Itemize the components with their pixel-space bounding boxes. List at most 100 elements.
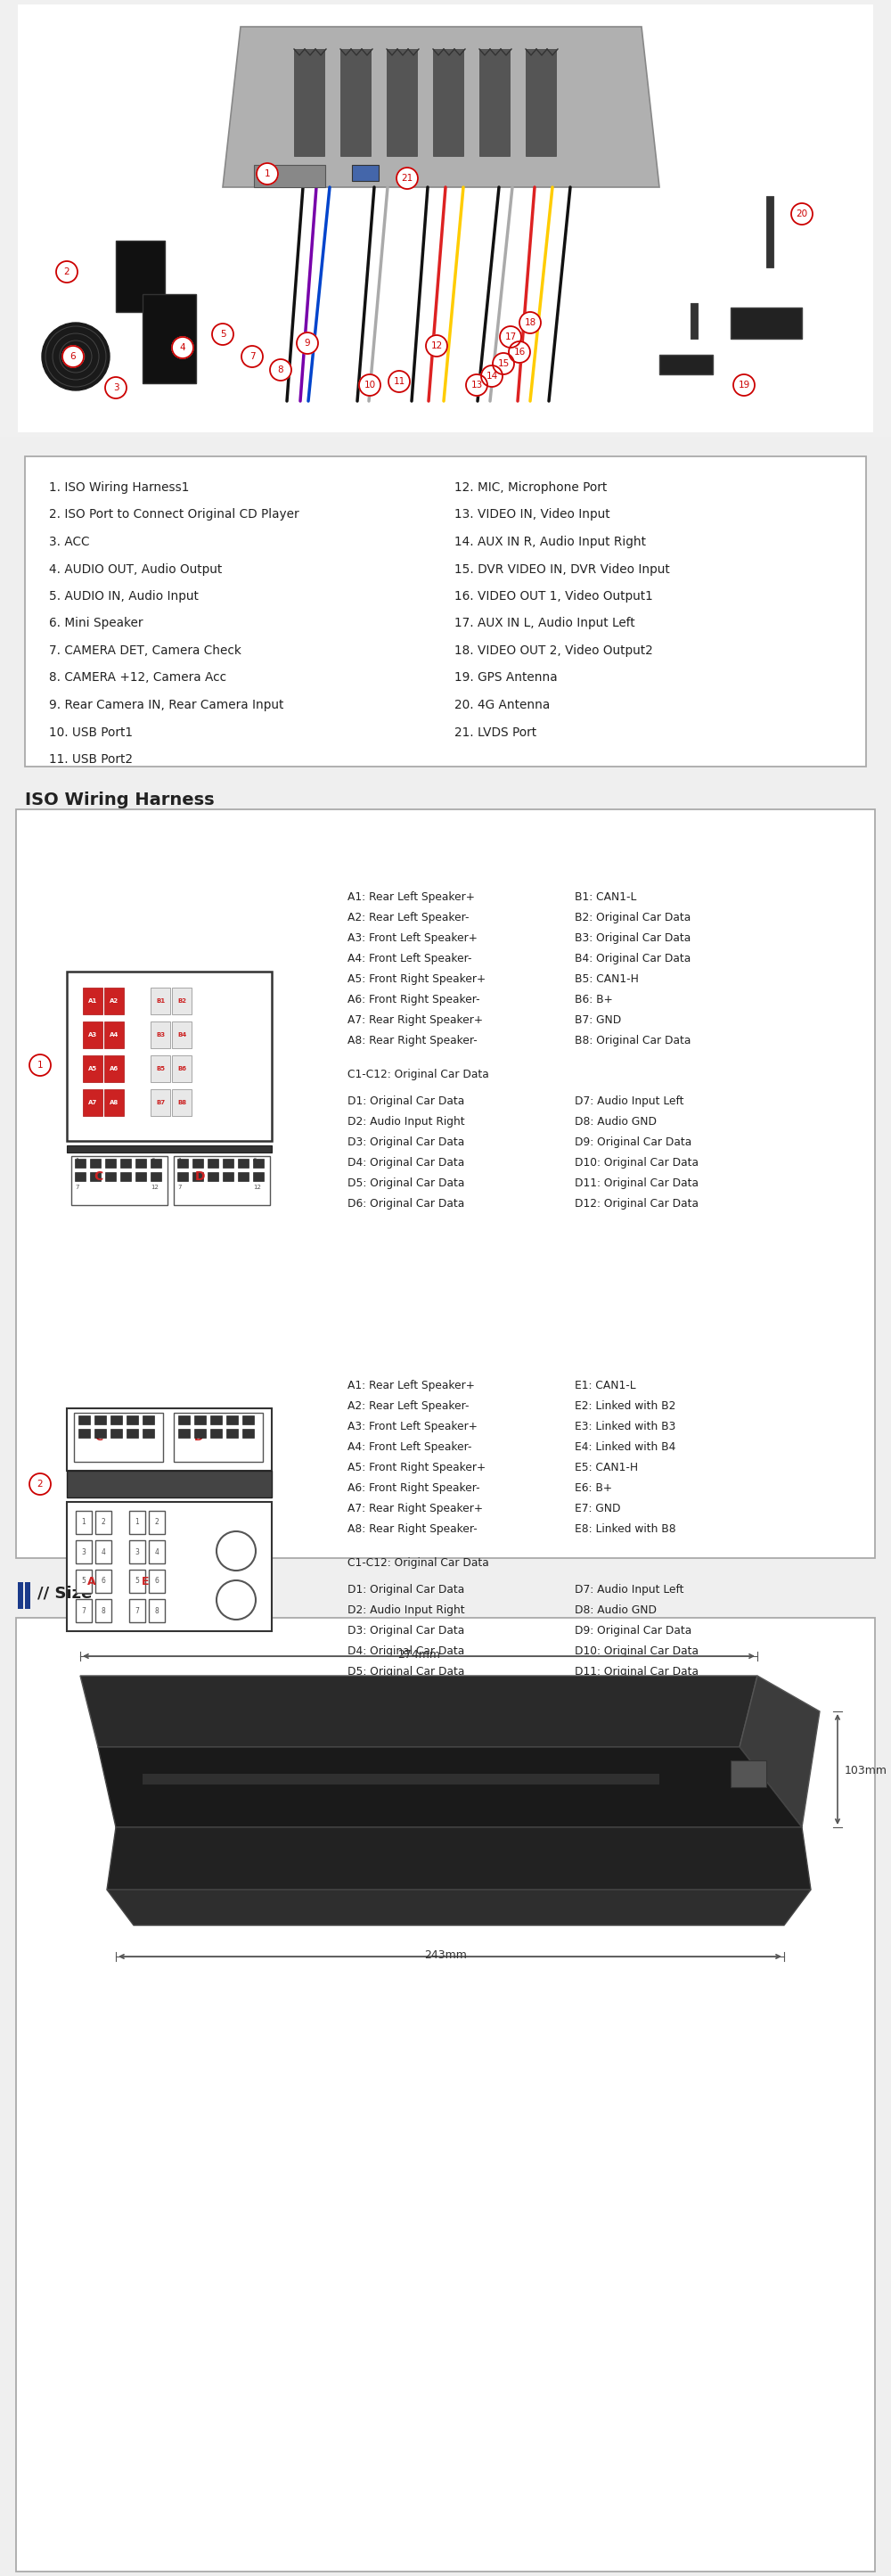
Circle shape — [359, 374, 380, 397]
Bar — [177, 1172, 188, 1180]
Bar — [67, 971, 272, 1141]
Bar — [194, 1430, 206, 1437]
Bar — [104, 1056, 124, 1082]
Bar — [75, 1159, 86, 1167]
Text: A4: A4 — [110, 1033, 119, 1038]
Text: 5: 5 — [220, 330, 225, 337]
Bar — [178, 1414, 190, 1425]
Bar — [95, 1540, 111, 1564]
Text: B7: B7 — [156, 1100, 165, 1105]
Bar — [177, 1159, 188, 1167]
Circle shape — [105, 376, 127, 399]
Text: 2: 2 — [155, 1517, 159, 1528]
Bar — [253, 1172, 264, 1180]
Circle shape — [791, 204, 813, 224]
Bar — [67, 1471, 272, 1497]
Text: E6: B+: E6: B+ — [575, 1481, 612, 1494]
Bar — [238, 1159, 249, 1167]
Polygon shape — [740, 1677, 820, 1826]
Text: 19. GPS Antenna: 19. GPS Antenna — [454, 672, 558, 685]
Text: B6: B6 — [177, 1066, 186, 1072]
Bar — [67, 1146, 272, 1151]
Text: B1: B1 — [156, 999, 165, 1005]
Circle shape — [29, 1473, 51, 1494]
Text: D9: Original Car Data: D9: Original Car Data — [575, 1625, 691, 1636]
Text: 12: 12 — [151, 1185, 159, 1190]
Bar — [253, 1159, 264, 1167]
Text: 2: 2 — [37, 1479, 43, 1489]
Text: C: C — [94, 1432, 103, 1443]
Bar — [135, 1172, 146, 1180]
Text: 16. VIDEO OUT 1, Video Output1: 16. VIDEO OUT 1, Video Output1 — [454, 590, 653, 603]
Polygon shape — [223, 26, 659, 188]
Text: 8. CAMERA +12, Camera Acc: 8. CAMERA +12, Camera Acc — [49, 672, 226, 685]
Bar — [149, 1569, 165, 1592]
Circle shape — [733, 374, 755, 397]
Bar — [210, 1430, 222, 1437]
Text: B8: B8 — [177, 1100, 186, 1105]
Bar — [242, 1430, 254, 1437]
Text: D5: Original Car Data: D5: Original Car Data — [347, 1667, 464, 1677]
Text: 20: 20 — [796, 209, 808, 219]
Bar — [174, 1412, 263, 1461]
Text: 103mm: 103mm — [845, 1765, 887, 1777]
Text: E8: Linked with B8: E8: Linked with B8 — [575, 1522, 676, 1535]
Text: D2: Audio Input Right: D2: Audio Input Right — [347, 1115, 465, 1128]
Bar — [151, 1159, 161, 1167]
Text: A2: Rear Left Speaker-: A2: Rear Left Speaker- — [347, 912, 469, 922]
Text: D10: Original Car Data: D10: Original Car Data — [575, 1157, 699, 1170]
Text: A5: Front Right Speaker+: A5: Front Right Speaker+ — [347, 1461, 486, 1473]
Bar — [766, 196, 773, 268]
Bar — [149, 1600, 165, 1623]
Text: A4: Front Left Speaker-: A4: Front Left Speaker- — [347, 953, 472, 963]
Text: 7: 7 — [75, 1185, 78, 1190]
Text: 14: 14 — [486, 371, 498, 381]
Bar — [143, 1414, 154, 1425]
Bar — [16, 1618, 875, 2571]
Text: C: C — [94, 1170, 102, 1182]
Text: D6: Original Car Data: D6: Original Car Data — [347, 1198, 464, 1211]
Text: B6: B+: B6: B+ — [575, 994, 613, 1005]
Text: A1: Rear Left Speaker+: A1: Rear Left Speaker+ — [347, 891, 475, 904]
Bar — [129, 1540, 145, 1564]
Text: 1: 1 — [82, 1517, 86, 1528]
Bar — [95, 1512, 111, 1535]
Bar — [143, 294, 196, 384]
Text: D1: Original Car Data: D1: Original Car Data — [347, 1584, 464, 1595]
Bar — [149, 1512, 165, 1535]
Bar — [129, 1600, 145, 1623]
Bar — [120, 1159, 131, 1167]
Text: A1: Rear Left Speaker+: A1: Rear Left Speaker+ — [347, 1381, 475, 1391]
Polygon shape — [433, 49, 463, 157]
Text: 274mm: 274mm — [397, 1649, 440, 1662]
Text: A7: A7 — [88, 1100, 97, 1105]
Text: 4: 4 — [102, 1548, 105, 1556]
Bar — [659, 355, 713, 374]
Text: 6. Mini Speaker: 6. Mini Speaker — [49, 618, 143, 629]
Text: 12: 12 — [253, 1185, 261, 1190]
Text: 12. MIC, Microphone Port: 12. MIC, Microphone Port — [454, 482, 607, 495]
Text: D3: Original Car Data: D3: Original Car Data — [347, 1625, 464, 1636]
Text: A3: Front Left Speaker+: A3: Front Left Speaker+ — [347, 1422, 478, 1432]
Bar — [226, 1430, 238, 1437]
Bar — [352, 165, 379, 180]
Text: E3: Linked with B3: E3: Linked with B3 — [575, 1422, 675, 1432]
Text: D8: Audio GND: D8: Audio GND — [575, 1115, 657, 1128]
Polygon shape — [340, 49, 371, 157]
Text: 5: 5 — [82, 1577, 86, 1584]
Text: D7: Audio Input Left: D7: Audio Input Left — [575, 1095, 684, 1108]
Bar — [105, 1159, 116, 1167]
Circle shape — [297, 332, 318, 353]
Text: A4: Front Left Speaker-: A4: Front Left Speaker- — [347, 1443, 472, 1453]
Text: 1. ISO Wiring Harness1: 1. ISO Wiring Harness1 — [49, 482, 189, 495]
Text: 3. ACC: 3. ACC — [49, 536, 89, 549]
Circle shape — [217, 1579, 256, 1620]
Text: A8: A8 — [110, 1100, 119, 1105]
Bar — [208, 1172, 218, 1180]
Circle shape — [493, 353, 514, 374]
Bar — [731, 1759, 766, 1788]
Text: B1: CAN1-L: B1: CAN1-L — [575, 891, 636, 904]
Text: // Size: // Size — [37, 1587, 92, 1602]
Bar — [104, 1023, 124, 1048]
Text: D11: Original Car Data: D11: Original Car Data — [575, 1177, 699, 1190]
